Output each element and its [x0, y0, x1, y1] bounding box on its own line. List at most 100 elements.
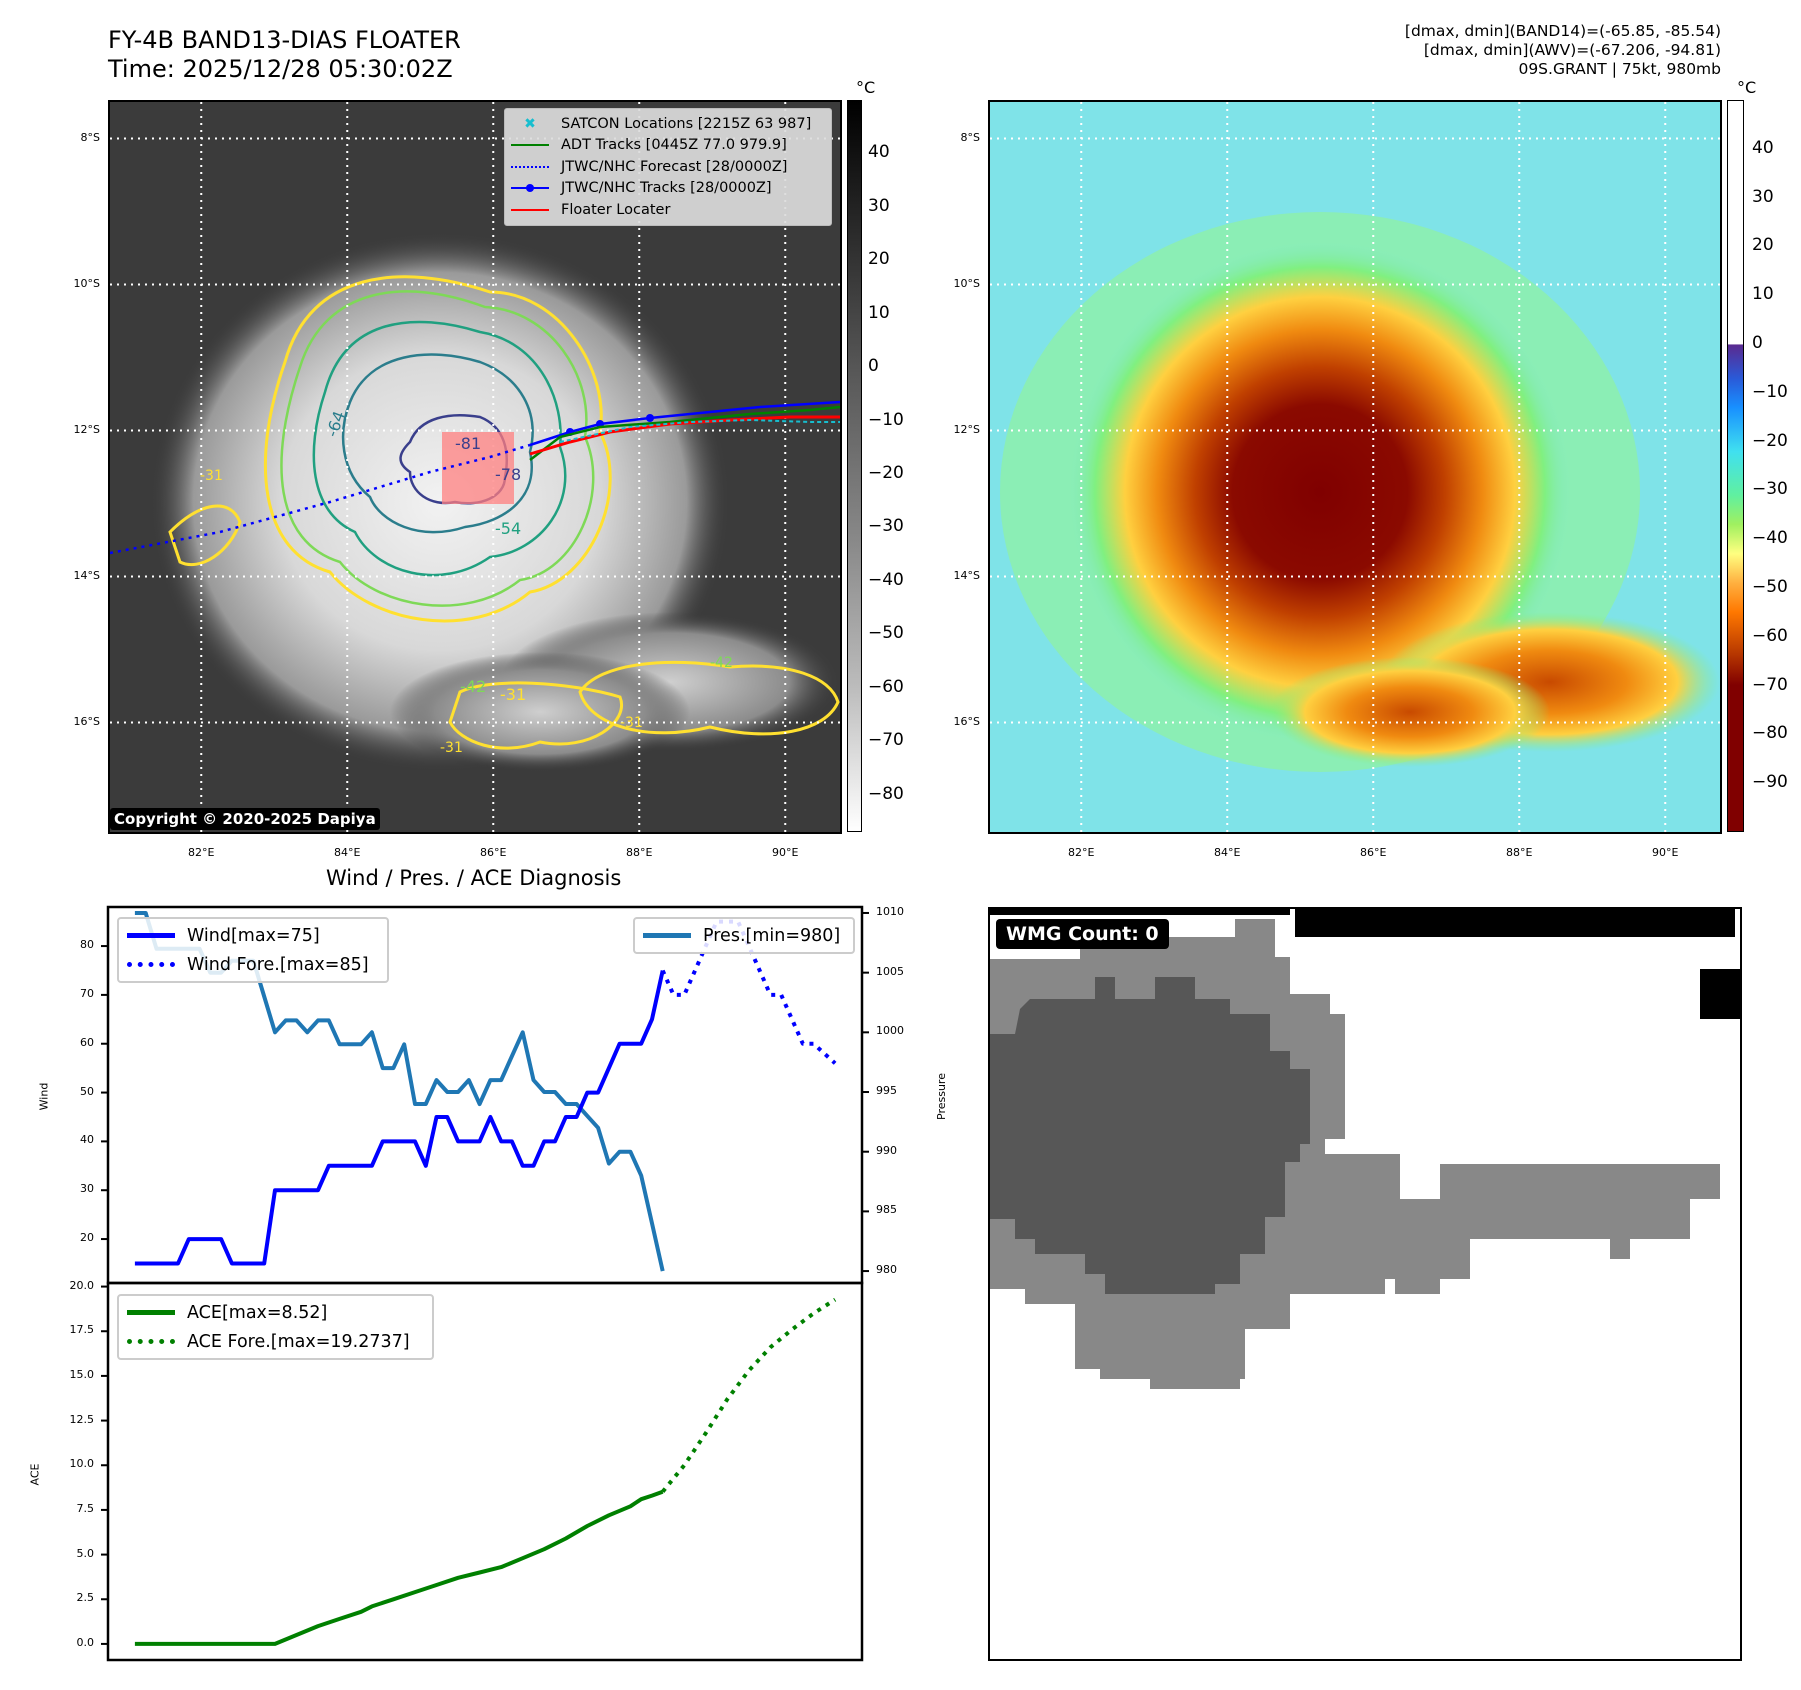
wind-tick-label: 80 — [80, 938, 94, 952]
wind-tick-label: 60 — [80, 1035, 94, 1049]
lat-tick-label: 8°S — [960, 130, 980, 144]
contour-label: -31 — [440, 740, 463, 756]
lat-tick-label: 8°S — [80, 130, 100, 144]
lat-tick-label: 14°S — [953, 568, 980, 582]
contour-band-east — [578, 660, 840, 736]
wmg-strong-region — [990, 999, 1310, 1294]
jtwc-track-point — [646, 414, 654, 422]
copyright-label: Copyright © 2020-2025 Dapiya — [110, 808, 380, 830]
ace-tick-label: 2.5 — [76, 1591, 95, 1605]
contour-minus64 — [341, 353, 534, 534]
dotted-line-icon — [127, 1339, 175, 1344]
lon-tick-label: 82°E — [1068, 846, 1095, 859]
wmg-moderate-region — [1610, 1239, 1630, 1259]
contour-minus42 — [280, 290, 595, 607]
wind-forecast-line — [660, 919, 837, 1065]
awv-gridlines — [990, 102, 1720, 832]
contour-label: -54 — [495, 519, 521, 538]
contour-label: -81 — [455, 434, 481, 453]
legend-item-jtwc-forecast: JTWC/NHC Forecast [28/0000Z] — [505, 156, 831, 178]
title-line-2: Time: 2025/12/28 05:30:02Z — [108, 55, 453, 83]
colorbar-tick-label: −70 — [1752, 674, 1788, 695]
lon-tick-label: 82°E — [188, 846, 215, 859]
floater-box — [442, 432, 514, 504]
pressure-tick-label: 995 — [876, 1084, 897, 1098]
lat-tick-label: 12°S — [73, 422, 100, 436]
lat-tick-label: 16°S — [73, 714, 100, 728]
ace-panel-frame — [106, 1281, 864, 1662]
colorbar-tick-label: −20 — [868, 463, 904, 483]
wmg-count-badge: WMG Count: 0 — [996, 919, 1169, 949]
lon-tick-label: 84°E — [1214, 846, 1241, 859]
ace-legend: ACE[max=8.52] ACE Fore.[max=19.2737] — [117, 1294, 434, 1360]
colorbar-tick-label: −10 — [1752, 381, 1788, 402]
ace-tick-label: 15.0 — [69, 1367, 95, 1381]
colorbar-tick-label: 20 — [868, 249, 890, 270]
pressure-tick-label: 985 — [876, 1203, 897, 1217]
contour-minus54 — [312, 320, 567, 577]
ace-forecast-line — [661, 1297, 837, 1493]
awv-colorbar-unit: °C — [1737, 78, 1757, 97]
wmg-black-region — [990, 909, 1290, 915]
ace-tick-label: 5.0 — [76, 1546, 95, 1560]
lon-tick-label: 88°E — [1506, 846, 1533, 859]
title-line-1: FY-4B BAND13-DIAS FLOATER — [108, 26, 461, 54]
wind-tick-label: 70 — [80, 986, 94, 1000]
colorbar-tick-label: 30 — [868, 195, 890, 216]
contour-label: -31 — [200, 468, 223, 484]
awv-band-south — [1270, 657, 1550, 767]
legend-item-ace: ACE[max=8.52] — [119, 1298, 432, 1327]
colorbar-tick-label: 0 — [868, 356, 879, 377]
lat-tick-label: 10°S — [73, 276, 100, 290]
solid-line-icon — [511, 204, 549, 216]
solid-line-icon — [127, 1310, 175, 1315]
wmg-canvas — [990, 909, 1740, 1659]
contour-west — [168, 504, 242, 567]
ir-colorbar — [847, 100, 862, 832]
awv-map-canvas — [990, 102, 1720, 832]
ir-satellite-map: -81 -78 -64 -54 -42 -31 -31 -31 -42 -31 … — [108, 100, 842, 834]
figure-title: FY-4B BAND13-DIAS FLOATER Time: 2025/12/… — [108, 26, 461, 84]
contour-label: -31 — [500, 685, 526, 704]
adt-track — [529, 405, 840, 461]
ace-axis-label: ACE — [28, 1463, 42, 1486]
info-band14: [dmax, dmin](BAND14)=(-65.85, -85.54) — [1404, 22, 1721, 40]
lon-tick-label: 90°E — [772, 846, 799, 859]
wind-axis-label: Wind — [37, 1082, 51, 1111]
rain-band-south — [390, 652, 690, 772]
colorbar-tick-label: −40 — [868, 569, 904, 590]
ace-tick-label: 12.5 — [69, 1412, 95, 1426]
colorbar-tick-label: 40 — [868, 142, 890, 163]
awv-colorbar — [1727, 100, 1744, 832]
contour-minus31 — [263, 275, 612, 623]
chart-title: Wind / Pres. / ACE Diagnosis — [326, 866, 622, 890]
colorbar-tick-label: −10 — [868, 409, 904, 430]
lat-tick-label: 14°S — [73, 568, 100, 582]
legend-item-wind-forecast: Wind Fore.[max=85] — [119, 950, 387, 979]
colorbar-tick-label: −30 — [1752, 479, 1788, 500]
pressure-legend: Pres.[min=980] — [633, 917, 855, 954]
colorbar-tick-label: −80 — [868, 783, 904, 804]
lon-tick-label: 86°E — [1360, 846, 1387, 859]
colorbar-tick-label: 0 — [1752, 333, 1763, 353]
contour-band-south — [448, 681, 623, 750]
contour-label: -78 — [495, 465, 521, 484]
ace-tick-label: 10.0 — [69, 1457, 95, 1471]
lon-tick-label: 88°E — [626, 846, 653, 859]
ace-tick-label: 7.5 — [76, 1501, 95, 1515]
info-storm: 09S.GRANT | 75kt, 980mb — [1518, 60, 1721, 78]
legend-item-wind: Wind[max=75] — [119, 921, 387, 950]
lon-tick-label: 90°E — [1652, 846, 1679, 859]
wind-tick-label: 40 — [80, 1133, 94, 1147]
ace-tick-label: 17.5 — [69, 1323, 95, 1337]
storm-info: [dmax, dmin](BAND14)=(-65.85, -85.54) [d… — [1405, 22, 1721, 79]
ace-line — [134, 1489, 664, 1646]
wind-tick-label: 20 — [80, 1231, 94, 1245]
contour-label: -42 — [710, 655, 733, 671]
awv-map — [988, 100, 1722, 834]
pressure-tick-label: 1005 — [876, 964, 904, 978]
legend-item-pressure: Pres.[min=980] — [635, 921, 853, 950]
colorbar-tick-label: 10 — [868, 302, 890, 323]
wind-tick-label: 50 — [80, 1084, 94, 1098]
